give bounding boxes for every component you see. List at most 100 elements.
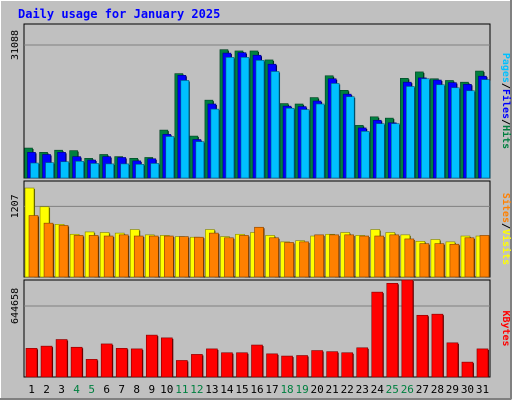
bar-pages-day-21 xyxy=(330,83,340,179)
bar-sites-day-1 xyxy=(28,215,39,278)
bar-sites-day-16 xyxy=(254,226,264,278)
bar-pages-day-25 xyxy=(390,123,400,179)
bar-sites-day-10 xyxy=(164,235,174,278)
bar-kbytes-day-7 xyxy=(115,348,128,378)
x-tick-label-4: 4 xyxy=(73,383,80,396)
y-axis-label-part: Pages xyxy=(500,53,511,83)
bar-pages-day-16 xyxy=(255,60,265,179)
bar-kbytes-day-30 xyxy=(461,361,474,378)
bar-kbytes-day-18 xyxy=(281,355,293,378)
bar-kbytes-day-10 xyxy=(161,337,173,378)
bar-kbytes-day-15 xyxy=(236,352,248,378)
x-tick-label-26: 26 xyxy=(401,383,414,396)
x-tick-label-6: 6 xyxy=(103,383,110,396)
bar-pages-day-20 xyxy=(315,103,325,179)
bar-pages-day-19 xyxy=(300,109,310,179)
bar-kbytes-day-24 xyxy=(371,291,384,378)
x-tick-label-25: 25 xyxy=(386,383,399,396)
bar-sites-day-20 xyxy=(314,234,324,278)
bar-sites-day-28 xyxy=(434,243,445,278)
bar-kbytes-day-1 xyxy=(25,348,38,378)
bar-kbytes-day-11 xyxy=(176,360,188,378)
x-tick-label-24: 24 xyxy=(371,383,385,396)
bar-sites-day-31 xyxy=(479,235,490,278)
bar-kbytes-day-16 xyxy=(251,344,263,378)
x-tick-label-21: 21 xyxy=(326,383,339,396)
y-axis-label-part: KBytes xyxy=(500,310,511,346)
bar-pages-day-2 xyxy=(45,162,54,179)
panel-visits-sites: 1207 Sites/Visits xyxy=(10,180,512,278)
bar-kbytes-day-5 xyxy=(85,359,98,378)
bar-sites-day-22 xyxy=(344,234,354,278)
bar-kbytes-day-14 xyxy=(221,352,233,378)
bar-kbytes-day-21 xyxy=(326,351,338,378)
x-tick-label-2: 2 xyxy=(43,383,50,396)
x-tick-label-29: 29 xyxy=(446,383,459,396)
bar-pages-day-31 xyxy=(481,79,490,179)
x-tick-label-16: 16 xyxy=(250,383,263,396)
bar-pages-day-23 xyxy=(360,131,370,179)
x-tick-label-13: 13 xyxy=(205,383,218,396)
x-tick-label-8: 8 xyxy=(133,383,140,396)
bar-kbytes-day-27 xyxy=(416,314,429,378)
bar-pages-day-5 xyxy=(90,163,99,179)
bar-pages-day-3 xyxy=(60,161,69,179)
bar-sites-day-7 xyxy=(118,234,129,278)
bar-pages-day-18 xyxy=(285,107,295,179)
bar-pages-day-4 xyxy=(75,161,84,179)
x-tick-label-11: 11 xyxy=(175,383,188,396)
x-tick-label-7: 7 xyxy=(118,383,125,396)
y-axis-label: Sites/Visits xyxy=(500,193,512,265)
x-tick-label-17: 17 xyxy=(265,383,278,396)
x-tick-label-28: 28 xyxy=(431,383,444,396)
bar-kbytes-day-28 xyxy=(431,313,444,378)
bar-pages-day-12 xyxy=(195,141,205,179)
y-axis-label-part: Sites xyxy=(500,193,512,223)
bar-pages-day-6 xyxy=(105,163,114,179)
y-axis-label-part: / xyxy=(500,83,511,89)
x-tick-label-5: 5 xyxy=(88,383,95,396)
x-tick-label-14: 14 xyxy=(220,383,234,396)
bar-sites-day-8 xyxy=(133,235,144,278)
y-axis-label-part: Hits xyxy=(500,125,512,149)
bar-sites-day-13 xyxy=(209,232,219,278)
bar-sites-day-18 xyxy=(284,242,294,278)
bar-sites-day-9 xyxy=(148,235,159,278)
bar-kbytes-day-4 xyxy=(70,346,83,378)
x-tick-label-23: 23 xyxy=(356,383,369,396)
bar-kbytes-day-19 xyxy=(296,355,308,378)
bar-kbytes-day-25 xyxy=(386,283,399,378)
bar-pages-day-15 xyxy=(240,57,250,179)
x-tick-label-10: 10 xyxy=(160,383,173,396)
y-axis-label: KBytes xyxy=(500,310,511,346)
bar-pages-day-8 xyxy=(135,164,145,179)
bar-sites-day-11 xyxy=(179,236,189,278)
bar-pages-day-14 xyxy=(225,57,235,179)
y-tick-label: 31088 xyxy=(10,30,21,60)
bar-sites-day-29 xyxy=(449,243,460,278)
bar-sites-day-23 xyxy=(359,235,370,278)
bar-pages-day-1 xyxy=(30,162,39,179)
bar-sites-day-4 xyxy=(73,235,84,278)
bar-pages-day-26 xyxy=(406,86,415,179)
bar-sites-day-25 xyxy=(389,234,400,278)
bar-sites-day-2 xyxy=(43,222,54,278)
bar-kbytes-day-9 xyxy=(145,334,158,378)
y-axis-label-part: Visits xyxy=(500,229,512,265)
bar-kbytes-day-26 xyxy=(401,279,414,378)
chart-title: Daily usage for January 2025 xyxy=(18,7,220,21)
bar-pages-day-10 xyxy=(165,136,175,179)
y-axis-label-part: / xyxy=(500,119,511,125)
x-tick-label-30: 30 xyxy=(461,383,474,396)
x-tick-label-12: 12 xyxy=(190,383,203,396)
bar-kbytes-day-6 xyxy=(100,343,113,378)
bar-pages-day-28 xyxy=(436,84,445,179)
x-tick-label-18: 18 xyxy=(280,383,293,396)
panel-kbytes: 644658 KBytes xyxy=(10,279,511,378)
bar-sites-day-30 xyxy=(464,237,475,278)
bar-sites-day-15 xyxy=(239,235,249,278)
y-tick-label: 1207 xyxy=(10,194,21,218)
